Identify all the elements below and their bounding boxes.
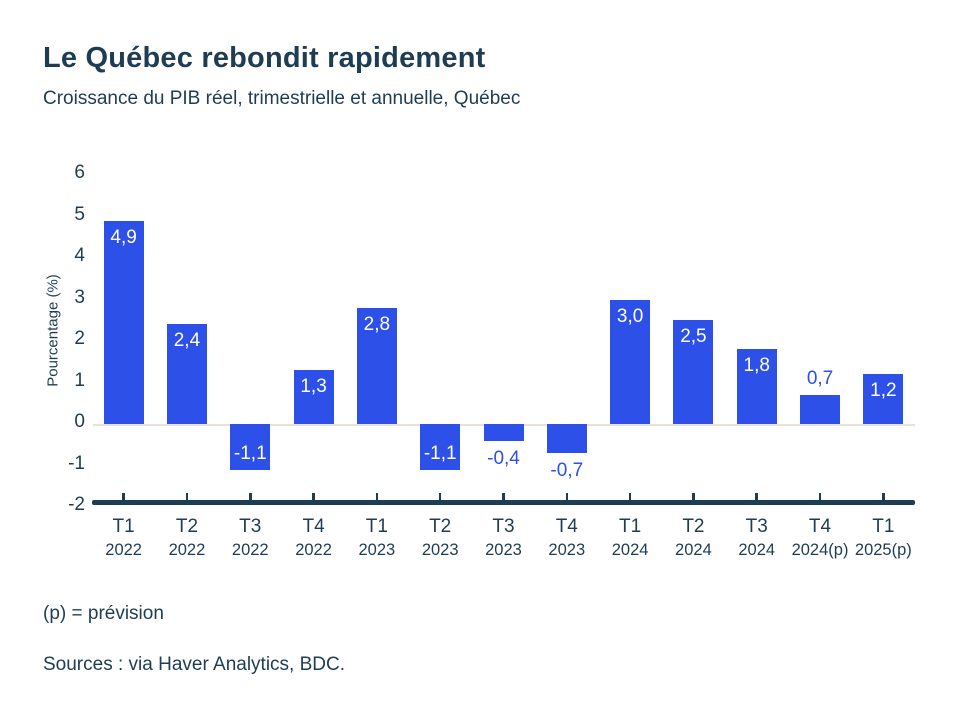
- x-tick-label-quarter: T3: [745, 516, 768, 537]
- axis-tick: [438, 493, 442, 501]
- x-tick-label-quarter: T2: [682, 516, 705, 537]
- bar-value-label: 1,8: [743, 355, 770, 377]
- bar-value-label: 3,0: [616, 305, 644, 327]
- x-tick-label-year: 2024: [675, 541, 712, 559]
- x-axis-line: [92, 500, 915, 505]
- bar-value-label: -0,7: [550, 460, 584, 482]
- bar-value-label: 2,5: [680, 326, 707, 348]
- bar: [673, 320, 714, 424]
- x-tick-label-year: 2022: [231, 541, 269, 559]
- bar-value-label: 4,9: [110, 226, 137, 248]
- x-tick-label-quarter: T1: [619, 516, 642, 537]
- axis-tick: [628, 493, 632, 501]
- bar: [736, 349, 777, 424]
- x-tick-label-year: 2025(p): [854, 541, 912, 559]
- bar-value-label: 0,7: [806, 367, 834, 389]
- x-tick-label-quarter: T4: [808, 516, 832, 537]
- bar-value-label: -1,1: [233, 442, 267, 464]
- axis-tick: [312, 493, 315, 501]
- bar-value-label: -1,1: [423, 442, 457, 464]
- footnote-prevision: (p) = prévision: [43, 603, 164, 624]
- bar: [863, 374, 904, 424]
- x-tick-label-year: 2022: [168, 541, 206, 559]
- bar: [483, 424, 524, 441]
- x-tick-label-quarter: T1: [365, 516, 388, 537]
- x-tick-label-quarter: T4: [302, 516, 325, 537]
- bar-value-label: 2,8: [363, 313, 391, 335]
- bar: [800, 394, 841, 424]
- bar: [103, 220, 144, 424]
- x-tick-label-quarter: T2: [429, 516, 452, 537]
- y-tick-label: 6: [74, 162, 85, 183]
- chart-title: Le Québec rebondit rapidement: [43, 42, 486, 74]
- x-tick-label-year: 2023: [358, 541, 396, 559]
- axis-tick: [122, 493, 125, 501]
- bar: [610, 299, 651, 424]
- y-tick-label: -2: [68, 494, 85, 515]
- axis-tick: [818, 493, 822, 501]
- bar-value-label: 2,4: [173, 330, 201, 352]
- bar: [420, 424, 461, 470]
- x-tick-label-year: 2022: [295, 541, 332, 559]
- axis-tick: [185, 493, 189, 501]
- y-tick-label: 0: [74, 411, 85, 432]
- x-tick-label-quarter: T4: [555, 516, 578, 537]
- x-tick-label-quarter: T2: [175, 516, 199, 537]
- axis-tick: [882, 493, 885, 501]
- x-tick-label-quarter: T3: [492, 516, 515, 537]
- y-tick-label: 3: [74, 286, 85, 308]
- bar-value-label: 1,3: [300, 376, 327, 398]
- x-tick-label-year: 2022: [105, 541, 142, 559]
- axis-tick: [565, 493, 569, 501]
- x-tick-label-year: 2024(p): [791, 541, 849, 559]
- axis-tick: [502, 493, 505, 501]
- x-tick-label-year: 2024: [738, 541, 776, 559]
- bar: [166, 324, 207, 424]
- bar-value-label: 1,2: [870, 380, 897, 402]
- x-tick-label-quarter: T3: [239, 516, 262, 537]
- bar: [356, 307, 397, 424]
- x-tick-label-year: 2023: [421, 541, 459, 559]
- axis-tick: [755, 493, 758, 501]
- x-tick-label-quarter: T1: [112, 516, 135, 537]
- y-tick-label: 5: [74, 203, 85, 225]
- axis-tick: [375, 493, 379, 501]
- x-tick-label-year: 2024: [611, 541, 649, 559]
- x-tick-label-year: 2023: [485, 541, 522, 559]
- bar: [293, 370, 334, 424]
- y-tick-label: 4: [74, 245, 85, 266]
- x-tick-label-quarter: T1: [872, 516, 895, 537]
- axis-tick: [692, 493, 695, 501]
- chart-subtitle: Croissance du PIB réel, trimestrielle et…: [43, 88, 521, 109]
- y-tick-label: 1: [74, 369, 85, 391]
- y-tick-label: -1: [68, 452, 85, 474]
- y-tick-label: 2: [74, 328, 85, 349]
- x-tick-label-year: 2023: [548, 541, 586, 559]
- sources-line: Sources : via Haver Analytics, BDC.: [43, 654, 345, 675]
- bar: [546, 424, 587, 454]
- bar-value-label: -0,4: [487, 447, 520, 469]
- axis-tick: [249, 493, 252, 501]
- bar: [230, 424, 271, 470]
